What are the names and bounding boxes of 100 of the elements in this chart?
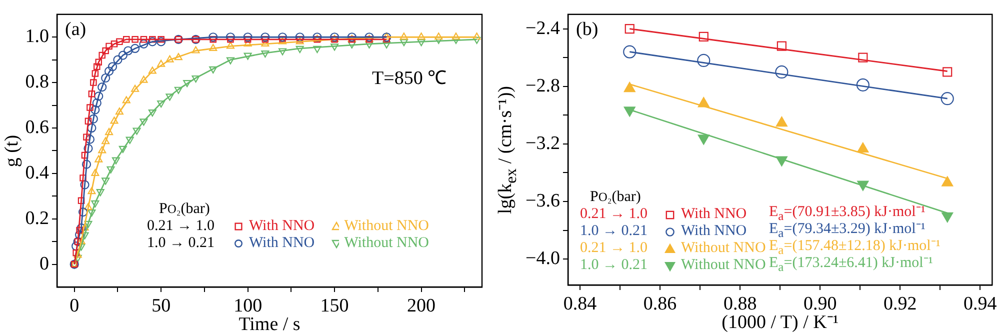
point (942, 67, 952, 77)
point (116, 38, 123, 46)
point (95, 58, 102, 66)
point (261, 39, 270, 46)
point (91, 200, 100, 208)
point (166, 55, 174, 62)
legend-label: With NNO (249, 218, 315, 235)
point (101, 73, 110, 83)
point (130, 44, 140, 54)
point (183, 80, 192, 88)
point (148, 66, 156, 74)
point (118, 50, 128, 60)
point (131, 84, 140, 92)
point (856, 78, 870, 92)
point (940, 92, 954, 106)
legend-label: With NNO (681, 223, 747, 240)
y-tick-label: 0.2 (25, 208, 49, 229)
y-tick-label: −3.2 (526, 132, 560, 154)
point (82, 160, 92, 169)
point (174, 53, 182, 60)
point (452, 32, 460, 40)
point (88, 90, 96, 98)
point (166, 94, 174, 101)
annotation: 0.21 → 1.0 (147, 218, 216, 235)
annotation: E$_{a}$=(70.91±3.85) kJ·mol⁻¹ (769, 204, 926, 223)
point (148, 110, 156, 117)
y-tick-label: 0 (40, 253, 49, 274)
x-tick-label: 0.84 (563, 293, 598, 314)
point (124, 46, 133, 56)
point (278, 48, 287, 56)
point (330, 44, 339, 51)
point (262, 36, 269, 43)
point (98, 82, 107, 92)
point (132, 36, 138, 43)
point (84, 144, 93, 153)
point (192, 46, 200, 54)
point (260, 32, 270, 42)
point (102, 47, 109, 54)
annotation: (a) (65, 19, 86, 40)
point (226, 32, 236, 42)
point (106, 166, 115, 174)
point (383, 36, 390, 43)
point (157, 60, 166, 67)
point (72, 250, 80, 256)
x-tick-label: 0.94 (964, 293, 998, 314)
point (210, 36, 216, 43)
y-tick-label: 0.8 (25, 72, 49, 93)
point (295, 32, 304, 42)
point (80, 223, 89, 230)
annotation: 1.0 → 0.21 (580, 257, 648, 274)
point (112, 157, 120, 164)
point (108, 62, 118, 72)
x-tick-label: 150 (320, 295, 349, 316)
point (96, 189, 104, 196)
x-axis-title: (1000 / T) / K⁻¹ (722, 312, 839, 333)
point (98, 52, 106, 59)
x-axis-title: Time / s (238, 314, 300, 335)
point (174, 86, 182, 94)
x-tick-label: 0.92 (884, 293, 917, 314)
point (400, 39, 408, 46)
point (192, 75, 200, 83)
annotation: 0.21 → 1.0 (580, 206, 648, 223)
point (417, 32, 426, 40)
point (156, 37, 166, 46)
point (244, 52, 252, 60)
annotation: E$_{a}$=(173.24±6.41) kJ·mol⁻¹ (769, 255, 933, 276)
x-tick-label: 100 (234, 295, 262, 316)
x-tick-label: 0 (70, 295, 80, 316)
point (698, 32, 708, 42)
x-tick-label: 0.90 (803, 293, 837, 314)
point (149, 36, 156, 43)
point (348, 41, 356, 48)
point (88, 187, 96, 194)
legend-label: With NNO (681, 206, 747, 223)
annotation: E$_{a}$=(157.48±12.18) kJ·mol⁻¹ (769, 238, 940, 257)
point (113, 55, 122, 64)
point (775, 65, 788, 79)
point (115, 108, 124, 115)
x-tick-label: 50 (152, 295, 171, 316)
point (243, 32, 252, 42)
point (91, 168, 100, 176)
annotation: T=850 ℃ (372, 68, 447, 90)
point (624, 24, 634, 34)
y-tick-label: −2.4 (526, 18, 560, 39)
point (123, 36, 130, 43)
point (858, 52, 868, 62)
point (80, 180, 90, 190)
point (697, 54, 710, 68)
point (92, 98, 102, 108)
point (261, 50, 270, 58)
point (400, 32, 408, 40)
point (434, 32, 443, 40)
point (140, 118, 148, 126)
point (776, 41, 786, 51)
x-tick-label: 200 (407, 295, 436, 316)
point (84, 220, 92, 228)
point (78, 197, 85, 204)
point (139, 39, 148, 48)
point (110, 40, 118, 48)
y-tick-label: −4.0 (526, 248, 560, 270)
